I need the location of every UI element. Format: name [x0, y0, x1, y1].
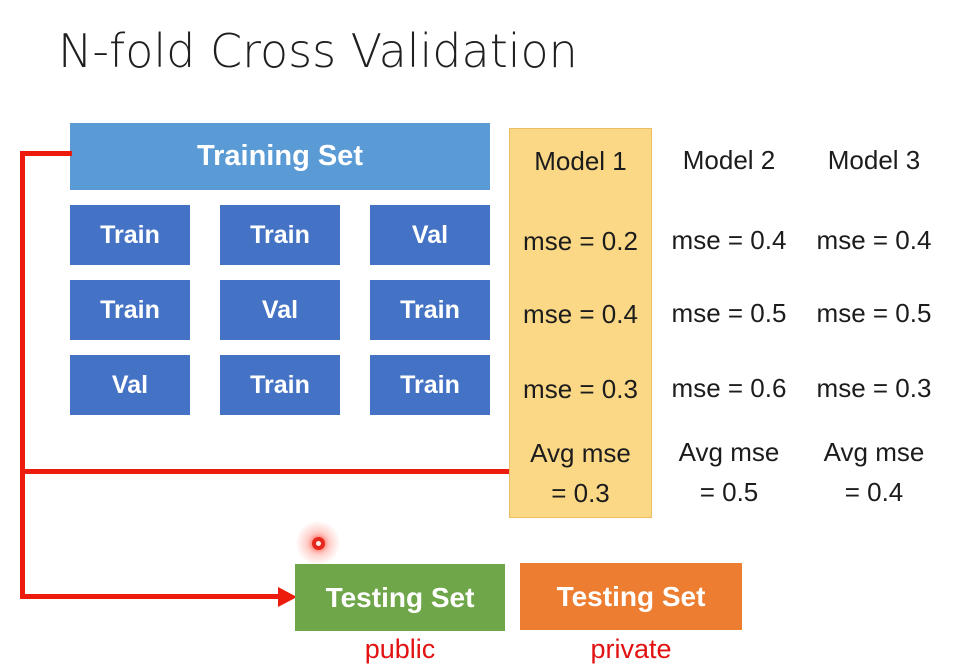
model-2-header: Model 2 [682, 145, 776, 175]
laser-pointer-icon [312, 537, 325, 550]
model-3-mse-fold3: mse = 0.3 [816, 373, 932, 403]
model-2-avg-mse: Avg mse = 0.5 [654, 432, 804, 512]
model-3-avg-mse: Avg mse = 0.4 [799, 432, 949, 512]
model-2-mse-fold2: mse = 0.5 [671, 298, 787, 328]
fold-cell-r0c2: Val [370, 205, 490, 265]
model-1-avg-value: = 0.3 [551, 478, 610, 508]
fold-cell-r0c1: Train [220, 205, 340, 265]
private-caption: private [590, 634, 672, 664]
fold-cell-r2c1: Train [220, 355, 340, 415]
page-title: N-fold Cross Validation [58, 24, 578, 78]
model-1-avg-mse: Avg mse = 0.3 [510, 433, 651, 513]
training-set-header: Training Set [70, 123, 490, 190]
model-2-column: Model 2 mse = 0.4 mse = 0.5 mse = 0.6 Av… [654, 128, 804, 518]
model-1-column-highlight: Model 1 mse = 0.2 mse = 0.4 mse = 0.3 Av… [509, 128, 652, 518]
model-2-avg-label: Avg mse [678, 437, 780, 467]
model-2-mse-fold3: mse = 0.6 [671, 373, 787, 403]
connector-avg-mse-line [20, 469, 509, 474]
model-1-mse-fold2: mse = 0.4 [523, 299, 638, 329]
testing-set-public-box: Testing Set [295, 564, 505, 631]
model-1-mse-fold3: mse = 0.3 [523, 374, 638, 404]
model-3-column: Model 3 mse = 0.4 mse = 0.5 mse = 0.3 Av… [799, 128, 949, 518]
testing-set-private-box: Testing Set [520, 563, 742, 630]
model-2-mse-fold1: mse = 0.4 [671, 225, 787, 255]
model-2-avg-value: = 0.5 [699, 477, 759, 507]
model-3-avg-label: Avg mse [823, 437, 925, 467]
connector-vertical-line [20, 151, 25, 599]
model-1-header: Model 1 [534, 146, 627, 176]
arrow-head-icon [278, 587, 297, 607]
model-3-mse-fold2: mse = 0.5 [816, 298, 932, 328]
model-3-mse-fold1: mse = 0.4 [816, 225, 932, 255]
fold-cell-r1c2: Train [370, 280, 490, 340]
fold-cell-r1c0: Train [70, 280, 190, 340]
model-3-header: Model 3 [827, 145, 921, 175]
fold-cell-r2c0: Val [70, 355, 190, 415]
fold-cell-r1c1: Val [220, 280, 340, 340]
connector-testing-arrow-line [20, 594, 279, 599]
public-caption: public [364, 634, 436, 664]
connector-training-set-line [20, 151, 72, 156]
fold-cell-r2c2: Train [370, 355, 490, 415]
model-3-avg-value: = 0.4 [844, 477, 904, 507]
fold-cell-r0c0: Train [70, 205, 190, 265]
model-1-avg-label: Avg mse [530, 438, 631, 468]
model-1-mse-fold1: mse = 0.2 [523, 226, 638, 256]
